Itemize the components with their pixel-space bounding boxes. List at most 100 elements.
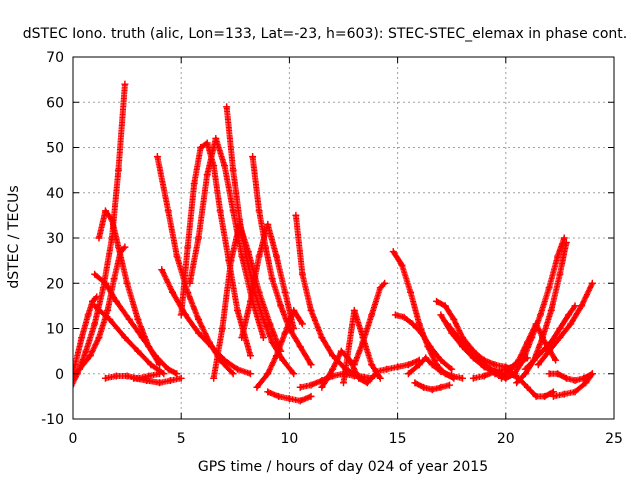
data-series [238,220,298,342]
data-point [359,338,367,346]
data-point [195,234,203,242]
data-point [195,329,203,337]
data-point [355,374,363,382]
data-point [121,80,129,88]
y-axis-title: dSTEC / TECUs [6,185,22,288]
data-point [268,275,276,283]
data-point [275,392,283,400]
data-point [469,374,477,382]
data-point [246,370,254,378]
data-point [101,279,109,287]
data-series [404,354,467,382]
data-point [426,343,434,351]
data-point [95,234,103,242]
data-point [290,325,298,332]
data-point [86,352,94,360]
data-series [521,302,579,373]
data-point [515,374,523,382]
data-point [556,325,564,332]
data-point [125,315,133,323]
data-point [552,356,560,364]
y-tick-label: 20 [46,276,64,292]
x-tick-label: 10 [280,431,298,447]
data-point [394,363,402,371]
data-point [541,392,549,400]
data-series [502,234,568,382]
data-point [156,379,164,387]
y-tick-label: 70 [46,50,64,66]
data-point [290,370,298,378]
data-point [88,297,96,305]
data-point [101,374,109,382]
data-point [218,325,226,332]
data-series [253,306,306,391]
data-point [448,372,456,380]
data-point [415,320,423,328]
data-point [229,166,237,174]
data-point [272,352,280,360]
data-point [400,313,408,321]
data-point [580,374,588,382]
data-point [437,311,445,319]
data-point [420,383,428,391]
x-tick-label: 20 [497,431,515,447]
data-point [108,216,116,224]
data-point [446,381,454,389]
data-point [340,379,347,387]
data-point [337,347,345,355]
x-tick-label: 5 [177,431,186,447]
data-point [138,334,146,342]
data-series [91,302,168,378]
data-point [195,315,203,323]
data-point [130,374,138,382]
data-point [530,356,538,364]
data-point [513,379,521,387]
data-point [246,297,254,305]
data-point [264,370,272,378]
data-point [255,288,263,296]
data-point [437,383,445,391]
data-point [307,306,315,314]
data-series [506,370,557,400]
data-point [253,383,261,391]
data-point [75,365,83,373]
data-point [177,311,185,319]
data-point [363,379,371,387]
data-point [73,361,79,369]
data-point [93,293,101,301]
data-series [130,374,185,387]
data-point [443,320,451,328]
data-point [545,347,553,355]
chart-title: dSTEC Iono. truth (alic, Lon=133, Lat=-2… [23,26,627,42]
data-point [411,379,419,387]
data-point [383,365,391,373]
data-point [329,352,337,360]
data-point [184,243,192,251]
data-point [298,320,306,328]
data-point [177,374,185,382]
data-point [229,370,237,378]
data-series [350,279,389,369]
data-point [164,207,172,215]
data-series [249,153,315,369]
data-point [203,171,211,179]
data-point [281,329,289,337]
data-series [210,220,285,382]
data-point [134,315,142,323]
data-series [534,279,596,369]
data-point [186,279,194,287]
data-point [307,381,315,389]
data-point [233,365,241,373]
data-point [249,153,257,161]
x-axis-title: GPS time / hours of day 024 of year 2015 [198,459,488,475]
data-point [91,302,99,310]
data-point [65,375,72,382]
data-series [264,388,315,405]
data-point [164,365,172,373]
series-markers [91,302,167,377]
data-point [582,379,590,387]
data-point [281,288,289,296]
data-point [480,372,488,380]
data-point [104,306,112,314]
